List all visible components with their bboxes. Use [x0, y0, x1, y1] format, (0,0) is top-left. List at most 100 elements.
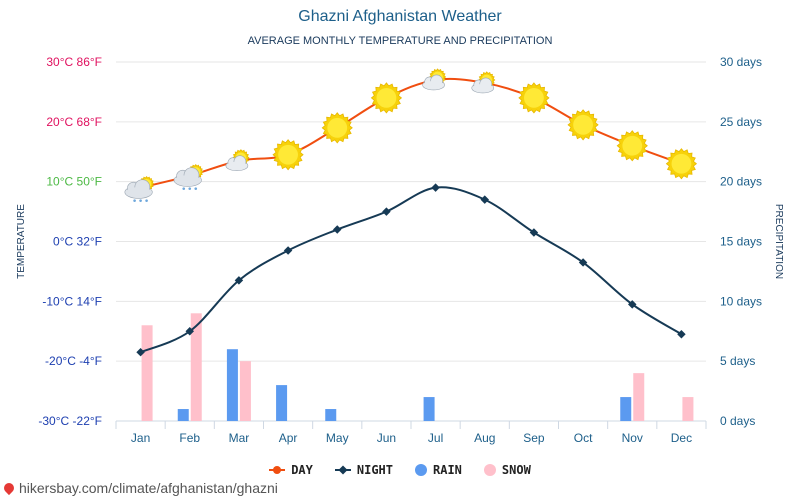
sun-core — [622, 135, 643, 156]
night-point — [136, 347, 145, 357]
y-left-tick-label: 30°C 86°F — [46, 55, 102, 69]
night-point — [382, 207, 391, 216]
night-point — [578, 258, 588, 267]
x-tick-label: Jun — [377, 431, 396, 445]
snowflake-dot — [188, 187, 192, 190]
chart-title: Ghazni Afghanistan Weather — [298, 8, 502, 25]
sun-core — [671, 153, 692, 174]
snow-cloud-icon — [173, 164, 204, 190]
snowflake-dot — [194, 187, 198, 190]
sun-core — [524, 88, 544, 108]
cloud-shape — [226, 161, 247, 170]
source-link[interactable]: hikersbay.com/climate/afghanistan/ghazni — [1, 480, 278, 496]
y-right-tick-label: 10 days — [720, 294, 762, 308]
legend-item-rain[interactable]: RAIN — [415, 463, 462, 477]
sun-icon — [518, 82, 550, 114]
y-left-tick-label: -10°C 14°F — [42, 294, 102, 308]
y-right-axis-title: PRECIPITATION — [773, 204, 784, 279]
sun-icon — [567, 109, 599, 141]
x-tick-label: Jul — [428, 431, 443, 445]
x-tick-label: Mar — [229, 431, 250, 445]
sun-icon — [321, 112, 353, 144]
legend-night-label: NIGHT — [356, 463, 393, 477]
legend-rain-swatch — [415, 464, 427, 476]
night-point — [185, 327, 194, 336]
sun-icon — [272, 139, 304, 171]
night-point — [628, 300, 637, 309]
sun-core — [278, 144, 298, 165]
y-left-axis-title: TEMPERATURE — [16, 204, 27, 279]
snowflake-dot — [145, 199, 148, 202]
chart-subtitle: AVERAGE MONTHLY TEMPERATURE AND PRECIPIT… — [247, 35, 553, 47]
rain-bar — [423, 397, 435, 421]
legend-snow-label: SNOW — [501, 463, 531, 477]
sun-core — [327, 117, 348, 138]
night-point — [234, 276, 244, 285]
x-tick-label: Dec — [671, 431, 692, 445]
legend-item-day[interactable]: DAY — [269, 463, 313, 477]
sun-core — [573, 114, 593, 135]
cloud-shape — [126, 187, 152, 198]
legend-night-swatch — [334, 465, 351, 475]
map-pin-icon — [1, 480, 17, 496]
x-tick-label: Sep — [523, 431, 545, 445]
legend-rain-label: RAIN — [433, 463, 462, 477]
sun-core — [376, 88, 397, 108]
snow-bar — [141, 325, 153, 421]
source-url: hikersbay.com/climate/afghanistan/ghazni — [19, 480, 278, 496]
y-left-tick-label: 10°C 50°F — [46, 175, 102, 189]
sun-icon — [665, 148, 698, 180]
day-line — [140, 77, 682, 189]
x-tick-label: May — [326, 431, 349, 445]
snowflake-dot — [139, 199, 142, 202]
chart-legend: DAY NIGHT RAIN SNOW — [0, 463, 800, 477]
cloud-shape — [175, 175, 201, 186]
rain-bar — [276, 385, 288, 421]
snow-bar — [682, 397, 694, 421]
snow-bar — [190, 313, 202, 421]
snow-bar — [239, 361, 251, 421]
y-right-tick-label: 15 days — [720, 235, 762, 249]
x-tick-label: Apr — [279, 431, 298, 445]
night-point — [431, 183, 440, 192]
x-tick-label: Aug — [474, 431, 495, 445]
partly-cloudy-icon — [471, 71, 496, 94]
rain-bar — [620, 397, 632, 421]
y-left-tick-label: 20°C 68°F — [46, 115, 102, 129]
y-right-tick-label: 25 days — [720, 115, 762, 129]
x-tick-label: Feb — [179, 431, 200, 445]
snow-bar — [633, 373, 645, 421]
sun-icon — [370, 82, 403, 114]
x-tick-label: Nov — [622, 431, 643, 445]
y-right-tick-label: 20 days — [720, 175, 762, 189]
snow-cloud-icon — [124, 176, 155, 202]
rain-bar — [177, 409, 189, 421]
night-point — [283, 246, 293, 255]
sun-icon — [616, 130, 648, 162]
night-point — [677, 329, 686, 339]
legend-item-snow[interactable]: SNOW — [483, 463, 531, 477]
y-left-tick-label: -20°C -4°F — [45, 354, 102, 368]
cloud-shape — [472, 83, 493, 92]
x-tick-label: Jan — [131, 431, 150, 445]
partly-cloudy-icon — [225, 149, 250, 172]
snowflake-dot — [182, 187, 186, 190]
y-left-tick-label: -30°C -22°F — [38, 414, 102, 428]
x-tick-label: Oct — [574, 431, 593, 445]
y-right-tick-label: 30 days — [720, 55, 762, 69]
night-point — [333, 225, 342, 234]
rain-bar — [325, 409, 337, 421]
y-left-tick-label: 0°C 32°F — [53, 235, 102, 249]
legend-item-night[interactable]: NIGHT — [334, 463, 393, 477]
night-point — [480, 195, 489, 204]
rain-bar — [226, 349, 238, 421]
partly-cloudy-icon — [422, 68, 447, 91]
legend-day-label: DAY — [291, 463, 313, 477]
y-right-tick-label: 5 days — [720, 354, 755, 368]
snowflake-dot — [133, 199, 136, 202]
cloud-shape — [423, 80, 444, 89]
y-right-tick-label: 0 days — [720, 414, 755, 428]
night-line — [140, 186, 682, 354]
weather-chart: 30°C 86°F 20°C 68°F 10°C 50°F 0°C 32°F -10°C… — [16, 55, 784, 445]
legend-day-swatch — [269, 466, 286, 474]
